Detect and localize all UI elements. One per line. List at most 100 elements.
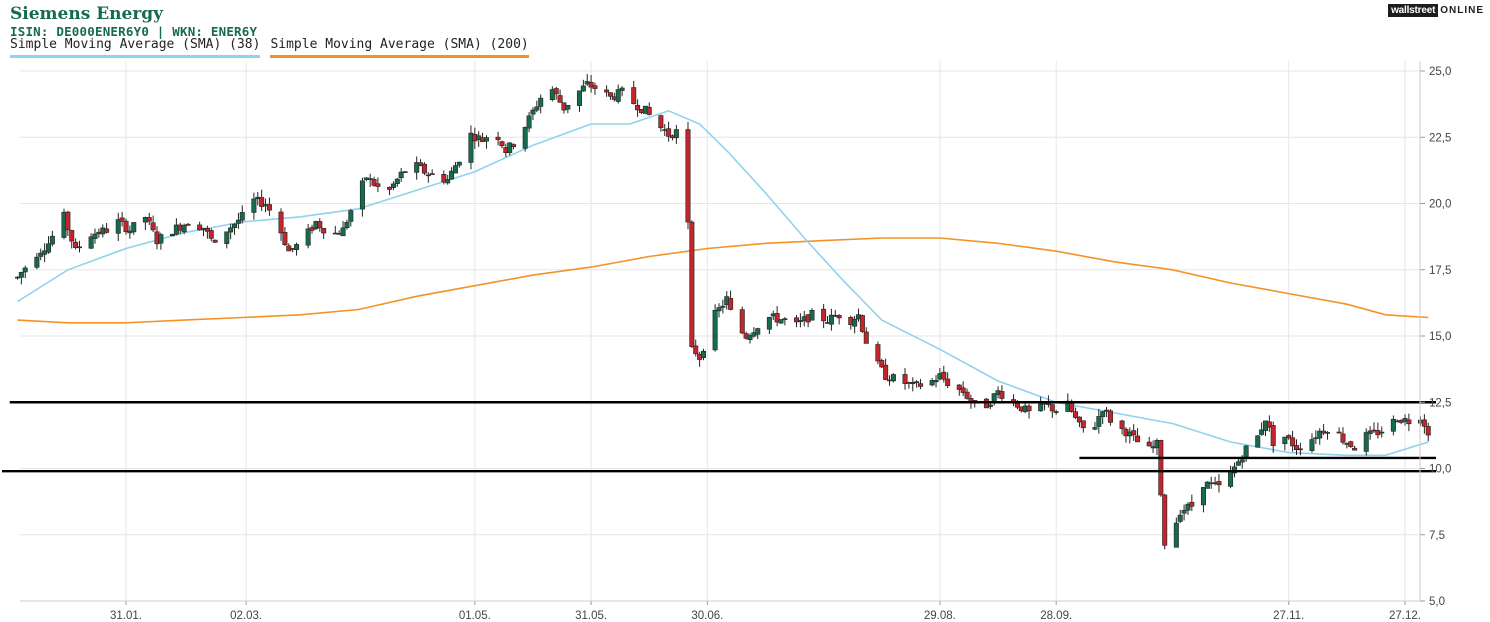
candle-body — [1080, 420, 1086, 429]
candle — [945, 372, 951, 389]
legend-sma200[interactable]: Simple Moving Average (SMA) (200) — [270, 37, 529, 58]
candle-body — [689, 221, 695, 347]
candle — [414, 156, 420, 180]
candle — [991, 392, 997, 406]
candle-body — [588, 81, 594, 88]
candle-body — [1092, 427, 1098, 430]
candle — [1367, 426, 1373, 440]
candle — [421, 162, 427, 176]
candle — [615, 84, 621, 104]
candle-body — [371, 179, 377, 186]
candle — [305, 224, 311, 249]
candle-body — [1348, 441, 1354, 447]
candle — [1375, 422, 1381, 439]
candle-body — [18, 272, 24, 278]
candle-body — [394, 178, 400, 185]
candle-body — [228, 227, 234, 233]
candle-body — [557, 95, 563, 103]
candle-body — [104, 228, 110, 233]
candle-body — [49, 235, 55, 245]
candle — [576, 90, 582, 112]
x-tick-label: 31.05. — [575, 610, 607, 622]
candle — [76, 240, 82, 253]
candle — [495, 131, 501, 146]
legend-sma38[interactable]: Simple Moving Average (SMA) (38) — [10, 37, 261, 58]
candle-body — [859, 315, 865, 332]
candle — [429, 169, 435, 175]
candle-body — [999, 391, 1005, 399]
candle — [712, 304, 718, 352]
candle-body — [538, 97, 544, 107]
candle-body — [321, 228, 327, 234]
candle-body — [1119, 420, 1125, 429]
candle — [468, 125, 474, 170]
candle-body — [1173, 522, 1179, 548]
candle — [394, 178, 400, 187]
candle-body — [1177, 514, 1183, 522]
candle — [836, 314, 842, 325]
candle-body — [1076, 416, 1082, 423]
candle — [1049, 403, 1055, 418]
candle-body — [1231, 466, 1237, 474]
candle-body — [739, 309, 745, 334]
candle — [146, 212, 152, 225]
candle-body — [1255, 435, 1261, 448]
candle — [1317, 428, 1323, 445]
candle-body — [507, 142, 513, 153]
candle — [398, 167, 404, 182]
candle — [1135, 428, 1141, 443]
candle-body — [499, 141, 505, 147]
candle — [1076, 416, 1082, 428]
candle — [828, 308, 834, 331]
candle-body — [774, 313, 780, 323]
candle-body — [1189, 501, 1195, 507]
candle-body — [340, 227, 346, 237]
candle — [1324, 431, 1330, 440]
candle — [580, 79, 586, 92]
candle-body — [456, 161, 462, 166]
candle — [549, 86, 555, 102]
wallstreet-online-logo: wallstreet ONLINE — [1388, 4, 1484, 17]
candle-body — [1425, 426, 1431, 436]
candle — [875, 341, 881, 365]
candle — [387, 186, 393, 196]
candle — [1162, 493, 1168, 550]
candle-body — [387, 187, 393, 190]
candle — [774, 306, 780, 327]
candle — [918, 378, 924, 390]
candle — [565, 105, 571, 114]
candle — [367, 173, 373, 187]
candle-body — [1324, 432, 1330, 434]
candle — [375, 177, 381, 193]
candle-body — [526, 115, 532, 129]
candle — [332, 225, 338, 235]
candle-body — [1282, 436, 1288, 445]
candle — [890, 373, 896, 383]
candle — [673, 124, 679, 144]
candle — [1286, 434, 1292, 440]
candle-body — [1352, 447, 1358, 451]
candle-body — [483, 137, 489, 142]
candle-body — [700, 350, 706, 359]
candle-body — [766, 317, 772, 330]
candle-body — [45, 243, 51, 253]
candle-body — [910, 382, 916, 384]
chart-header: Siemens Energy ISIN: DE000ENER6Y0 | WKN:… — [10, 4, 257, 39]
candle-body — [964, 391, 970, 399]
candle — [534, 100, 540, 113]
y-tick-label: 12,5 — [1429, 397, 1451, 409]
candle-body — [348, 210, 354, 222]
candle-body — [1290, 437, 1296, 447]
candle-body — [778, 319, 784, 324]
candle — [119, 211, 125, 227]
candle-body — [208, 230, 214, 239]
candle — [65, 210, 71, 236]
candle — [1363, 428, 1369, 456]
candle-body — [1228, 471, 1234, 487]
candle-body — [468, 132, 474, 163]
candle — [1181, 504, 1187, 521]
x-tick-label: 29.08. — [924, 610, 956, 622]
candle — [425, 172, 431, 183]
y-axis: 25,0 22,5 20,0 17,5 15,0 12,5 10,0 7,5 5,0 — [1419, 61, 1451, 608]
candle-body — [619, 87, 625, 91]
